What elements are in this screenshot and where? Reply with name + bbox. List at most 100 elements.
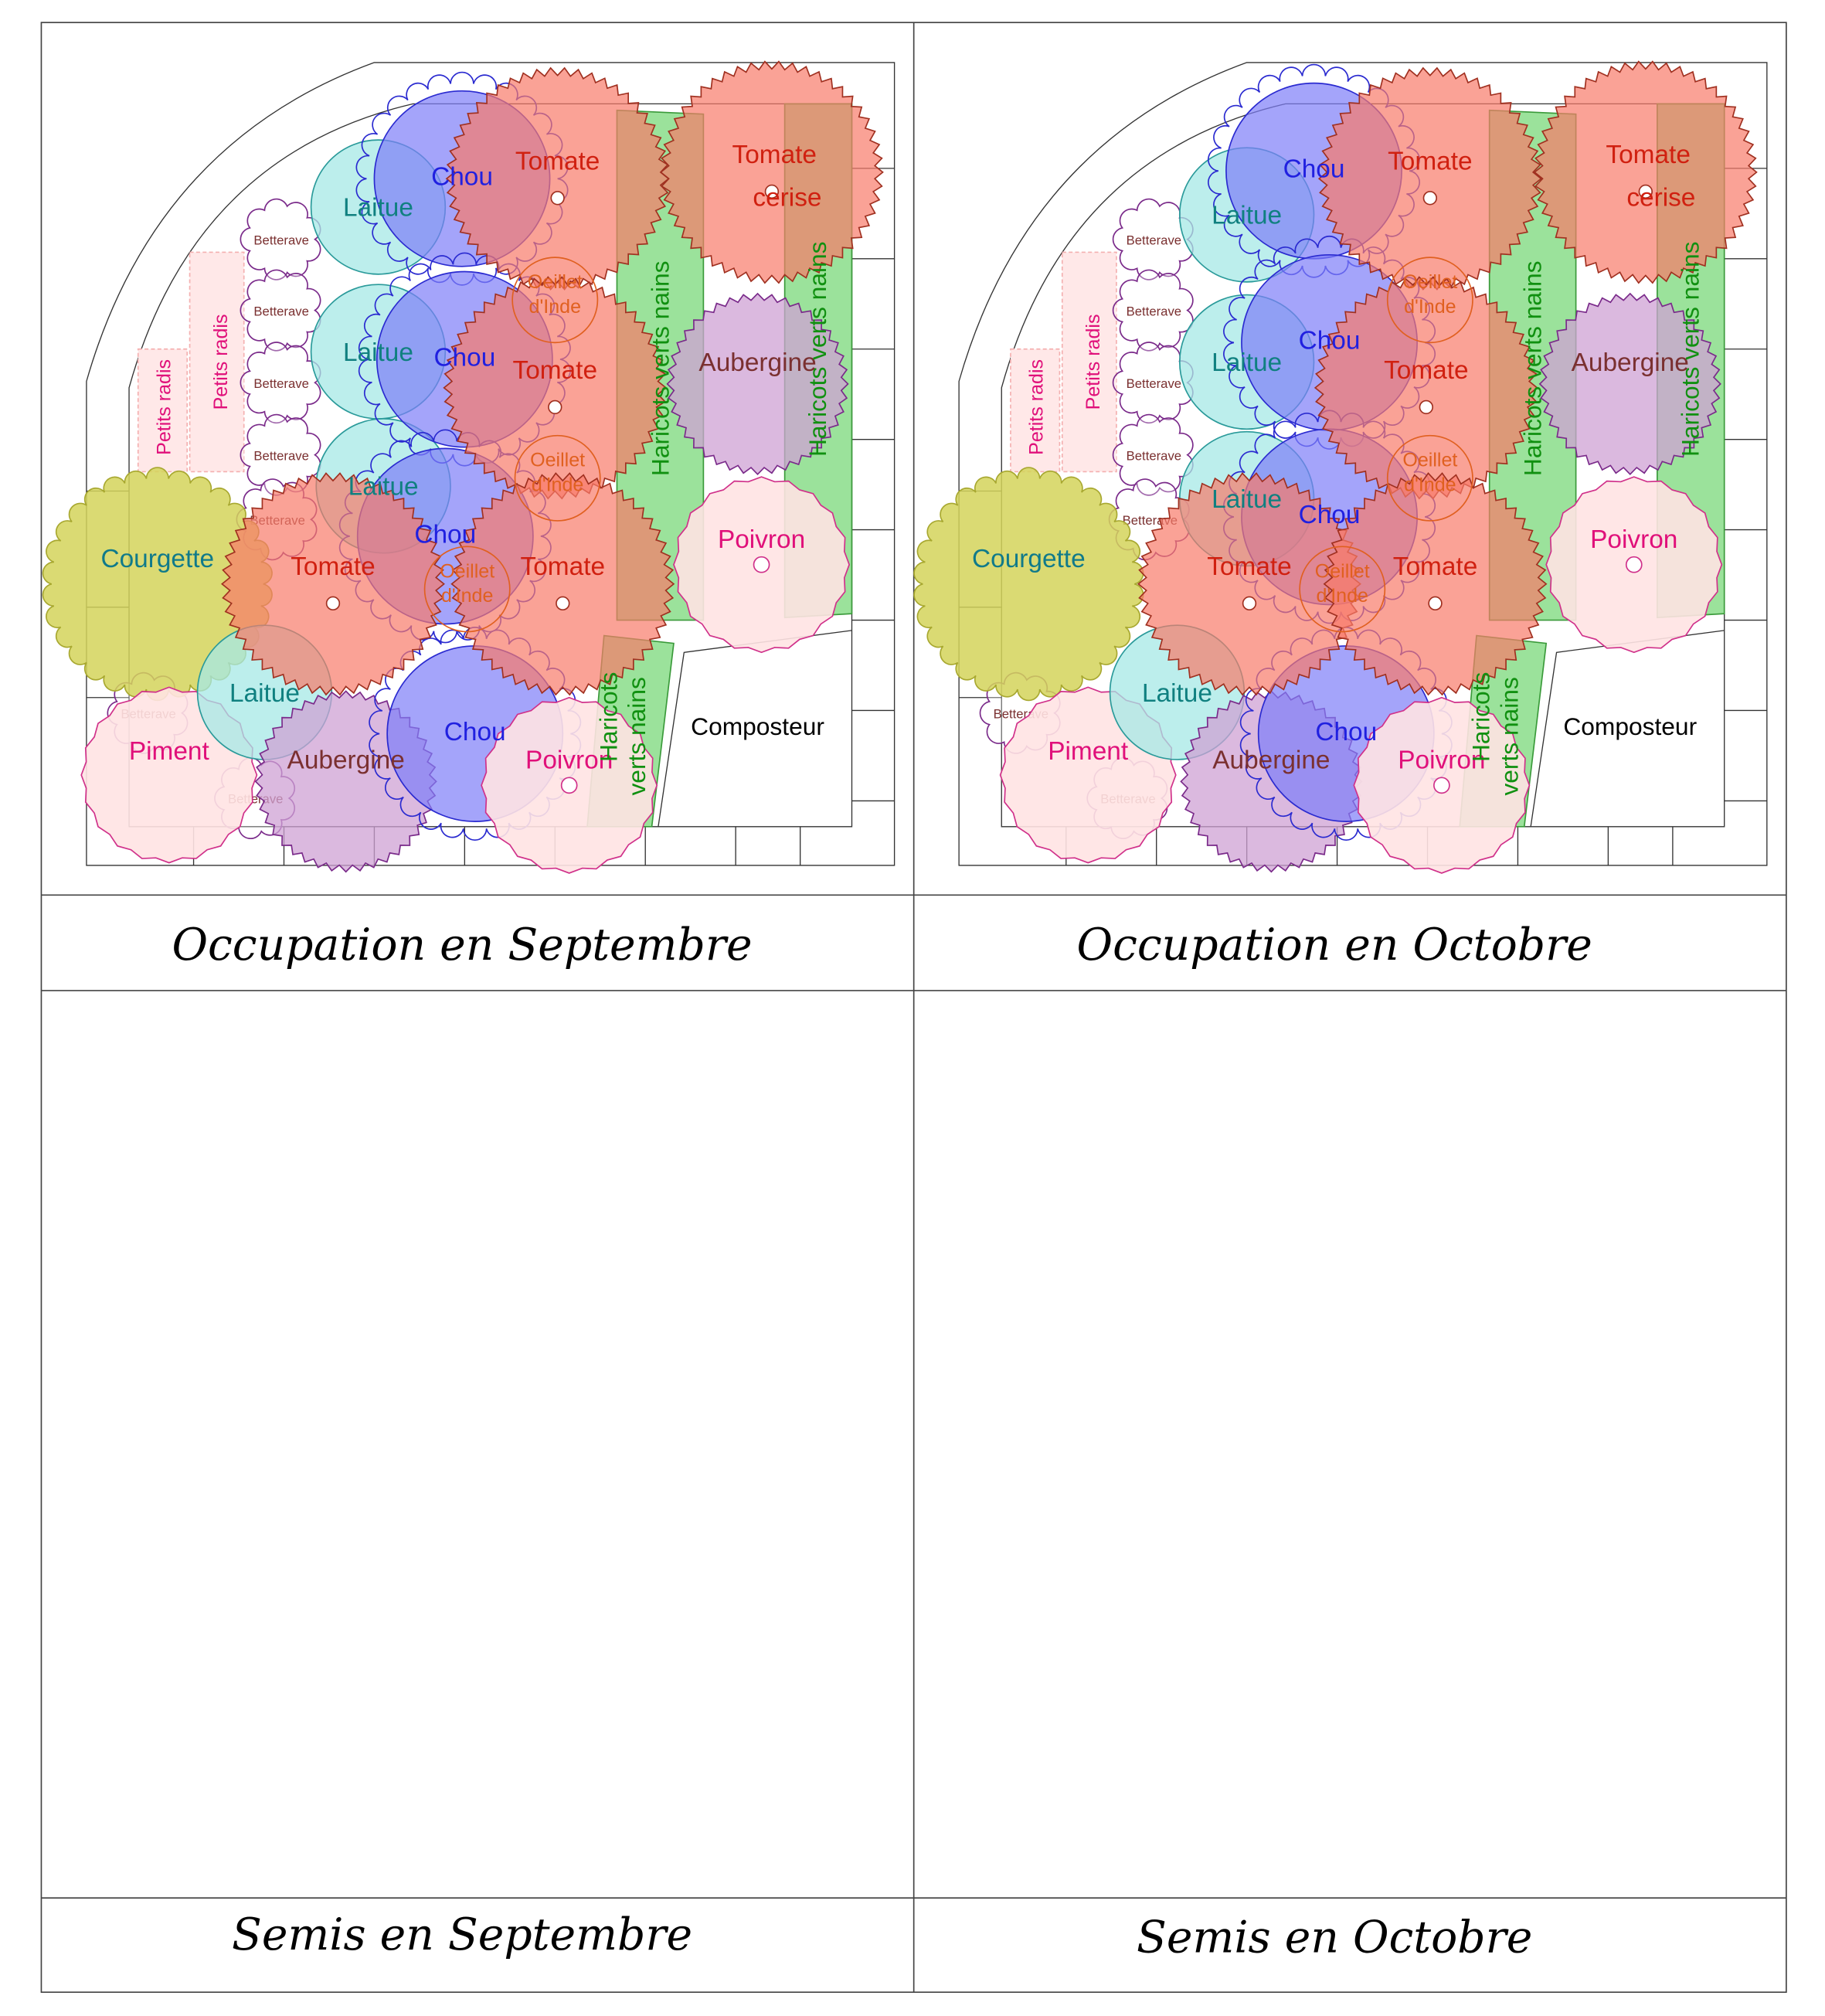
betterave-plant xyxy=(1112,413,1194,496)
chou-label: Chou xyxy=(433,343,495,372)
laitue-label: Laitue xyxy=(343,338,413,367)
caption-semis-septembre: Semis en Septembre xyxy=(232,1909,692,1960)
poivron-label: Poivron xyxy=(1398,746,1485,775)
laitue-label: Laitue xyxy=(1212,485,1282,514)
tomate-plant xyxy=(443,276,668,500)
bed-inner-outline xyxy=(128,103,853,828)
tomate-stake-icon xyxy=(325,596,341,611)
oeillet-label: Oeillet xyxy=(440,560,494,582)
betterave-label: Betterave xyxy=(253,376,308,391)
radis-label: Petits radis xyxy=(1026,359,1048,455)
composteur-label: Composteur xyxy=(1563,712,1697,740)
courgette-label: Courgette xyxy=(972,545,1086,573)
semis-september-area xyxy=(42,992,912,1897)
laitue-label: Laitue xyxy=(343,194,413,223)
tomate-stake-icon xyxy=(1422,191,1438,206)
aubergine-label: Aubergine xyxy=(287,746,405,775)
tomate-label: Tomate xyxy=(1207,552,1291,581)
tomate-stake-icon xyxy=(556,596,570,611)
oeillet-label: d'Inde xyxy=(441,585,493,607)
tomate-label: Tomate xyxy=(1388,148,1473,176)
betterave-label: Betterave xyxy=(253,448,308,463)
oeillet-label: Oeillet xyxy=(530,450,585,471)
poivron-label: Poivron xyxy=(718,525,805,554)
poivron-center xyxy=(753,556,770,573)
aubergine-plant xyxy=(666,292,849,475)
tomate-plant xyxy=(1533,60,1758,284)
oeillet-label: d'Inde xyxy=(1404,474,1456,495)
composteur-label: Composteur xyxy=(691,712,824,740)
poivron-label: Poivron xyxy=(525,746,613,775)
haricots-label: Haricots verts nains xyxy=(646,261,674,477)
oeillet-label: Oeillet xyxy=(528,271,583,293)
chou-label: Chou xyxy=(444,718,506,746)
poivron-center xyxy=(1625,556,1643,573)
betterave-plant xyxy=(240,342,321,424)
garden-plan-october: Composteur Petits radis Petits radis Better… xyxy=(913,60,1768,874)
oeillet-plant xyxy=(1386,257,1473,344)
oeillet-label: d'Inde xyxy=(532,474,583,495)
betterave-plant xyxy=(240,269,321,352)
tomate-cerise-label: cerise xyxy=(1626,183,1695,212)
chou-label: Chou xyxy=(414,520,476,549)
tomate-label: Tomate xyxy=(521,552,606,581)
oeillet-plant xyxy=(423,546,511,633)
bed-outline xyxy=(958,62,1768,866)
tomate-plant xyxy=(1137,472,1361,696)
betterave-label: Betterave xyxy=(1127,304,1181,318)
tomate-plant xyxy=(1317,66,1542,291)
laitue-label: Laitue xyxy=(1142,679,1212,708)
tomate-stake-icon xyxy=(548,399,562,415)
betterave-label: Betterave xyxy=(1127,376,1181,391)
tomate-plant xyxy=(450,472,675,696)
poivron-center xyxy=(560,777,578,794)
tomate-label: Tomate xyxy=(1384,356,1469,385)
oeillet-label: d'Inde xyxy=(1317,585,1368,607)
radis-bed xyxy=(1061,251,1117,473)
oeillet-plant xyxy=(514,434,601,522)
oeillet-plant xyxy=(1299,546,1386,633)
garden-plan-september: Composteur Petits radis Petits radis Better… xyxy=(42,60,896,874)
poivron-label: Poivron xyxy=(1590,525,1677,554)
radis-label: Petits radis xyxy=(153,359,175,455)
haricots-label: verts nains xyxy=(1495,677,1523,795)
chou-label: Chou xyxy=(1315,718,1377,746)
haricots-label: verts nains xyxy=(623,677,651,795)
betterave-label: Betterave xyxy=(1127,448,1181,463)
tomate-plant xyxy=(1323,472,1548,696)
tomate-stake-icon xyxy=(1242,596,1257,611)
chou-label: Chou xyxy=(1299,327,1361,355)
tomate-stake-icon xyxy=(550,191,565,206)
haricots-label: Haricots xyxy=(594,672,622,762)
sheet-frames xyxy=(40,22,1787,1994)
aubergine-label: Aubergine xyxy=(1212,746,1330,775)
semis-october-area xyxy=(915,992,1785,1897)
haricots-label: Haricots verts nains xyxy=(1519,261,1547,477)
oeillet-label: Oeillet xyxy=(1402,271,1457,293)
betterave-label: Betterave xyxy=(253,233,308,247)
tomate-label: Tomate xyxy=(291,552,375,581)
laitue-label: Laitue xyxy=(229,679,300,708)
caption-occupation-octobre: Occupation en Octobre xyxy=(1077,920,1592,971)
oeillet-label: d'Inde xyxy=(529,296,581,318)
haricots-label: Haricots verts nains xyxy=(1676,241,1704,457)
courgette-label: Courgette xyxy=(100,545,214,573)
tomate-cerise-label: cerise xyxy=(753,183,821,212)
betterave-plant xyxy=(1112,342,1194,424)
aubergine-label: Aubergine xyxy=(1572,348,1689,377)
caption-occupation-septembre: Occupation en Septembre xyxy=(172,920,752,971)
betterave-label: Betterave xyxy=(253,304,308,318)
laitue-label: Laitue xyxy=(348,473,419,501)
tomate-label: Tomate xyxy=(515,148,600,176)
caption-semis-octobre: Semis en Octobre xyxy=(1137,1912,1532,1963)
laitue-label: Laitue xyxy=(1212,348,1282,377)
oeillet-plant xyxy=(511,257,599,344)
tomate-stake-icon xyxy=(764,184,780,199)
oeillet-label: d'Inde xyxy=(1404,296,1456,318)
tomate-plant xyxy=(1314,276,1538,500)
oeillet-plant xyxy=(1386,434,1473,522)
betterave-label: Betterave xyxy=(1127,233,1181,247)
aubergine-label: Aubergine xyxy=(698,348,816,377)
radis-bed xyxy=(189,251,245,473)
